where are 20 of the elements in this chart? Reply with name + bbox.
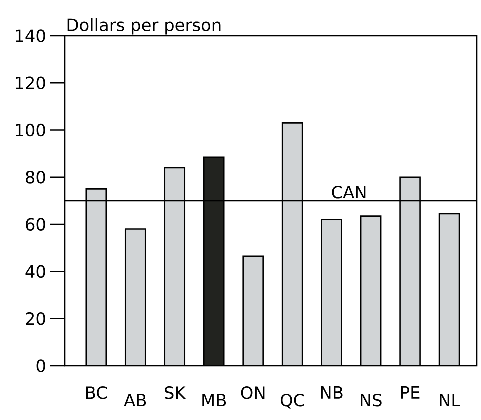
x-tick-label: SK	[165, 386, 186, 400]
x-tick-label: NS	[361, 394, 382, 407]
y-tick-label: 80	[26, 171, 46, 184]
y-tick-label: 120	[16, 76, 46, 90]
y-tick-label: 100	[16, 124, 46, 137]
y-tick-label: 140	[16, 30, 46, 42]
y-tick-label: 0	[36, 360, 46, 372]
y-tick-label: 20	[26, 312, 46, 326]
x-tick-label: BC	[86, 386, 108, 400]
y-axis-title: Dollars per person	[68, 18, 221, 35]
x-tick-label: QC	[280, 394, 304, 409]
x-tick-label: ON	[241, 386, 265, 400]
ref-line-label: CAN	[332, 186, 366, 199]
y-tick-label: 60	[26, 218, 46, 231]
x-tick-label: NL	[440, 394, 460, 407]
y-tick-label: 40	[26, 265, 46, 278]
x-tick-label: AB	[124, 394, 146, 407]
x-tick-label: PE	[401, 386, 420, 399]
x-tick-label: NB	[321, 386, 343, 399]
x-tick-label: MB	[202, 394, 226, 407]
